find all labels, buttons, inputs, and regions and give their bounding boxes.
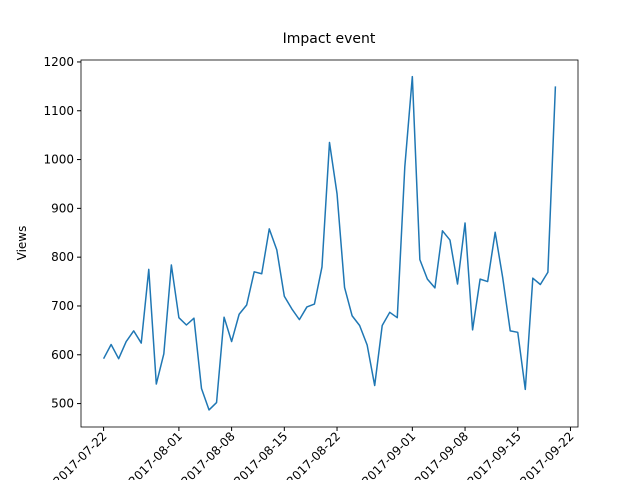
y-tick-label: 800 [51, 250, 74, 264]
y-tick-label: 1100 [43, 104, 74, 118]
y-tick-label: 500 [51, 397, 74, 411]
plot-frame [80, 59, 579, 428]
line [102, 75, 557, 411]
y-tick-label: 900 [51, 201, 74, 215]
y-tick-label: 700 [51, 299, 74, 313]
y-tick-label: 1000 [43, 153, 74, 167]
chart-title: Impact event [283, 31, 376, 47]
y-tick-label: 1200 [43, 55, 74, 69]
y-axis-label: Views [15, 226, 29, 261]
y-tick-label: 600 [51, 348, 74, 362]
